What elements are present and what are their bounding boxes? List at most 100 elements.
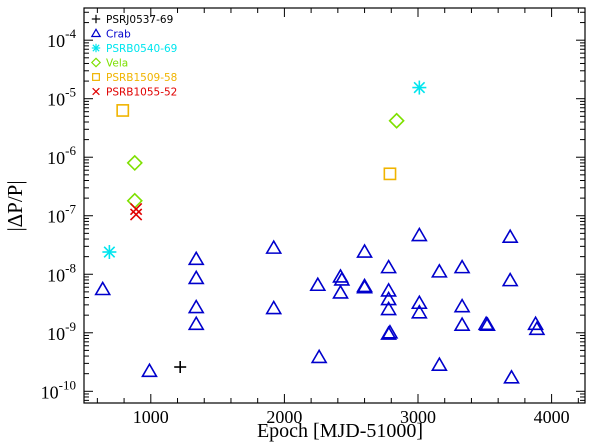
triangle-shape <box>380 300 397 316</box>
triangle-shape <box>410 304 428 319</box>
triangle-shape <box>309 276 327 292</box>
x-tick-label: 4000 <box>534 407 570 427</box>
data-point-triangle <box>410 294 428 310</box>
data-point-triangle <box>380 300 397 316</box>
data-point-triangle <box>501 271 519 287</box>
diamond-shape <box>126 154 143 172</box>
data-point-cross <box>129 208 143 221</box>
asterisk-stroke <box>413 81 426 94</box>
legend-label: PSRB0540-69 <box>106 43 177 55</box>
cross-stroke <box>129 202 143 216</box>
cross-stroke <box>129 208 143 221</box>
triangle-shape <box>90 28 102 38</box>
data-point-triangle <box>380 325 397 340</box>
triangle-shape <box>356 279 373 294</box>
asterisk-stroke <box>92 44 100 52</box>
y-tick-label-base: 10 <box>47 148 65 168</box>
data-point-triangle <box>528 320 546 336</box>
data-point-plus <box>174 361 187 374</box>
square-shape <box>92 73 100 81</box>
legend-marker-asterisk <box>91 43 101 53</box>
plot-frame <box>83 7 586 404</box>
legend-label: PSRJ0537-69 <box>106 14 173 26</box>
y-tick-label: 10-8 <box>47 260 76 285</box>
triangle-shape <box>380 258 397 274</box>
triangle-shape <box>94 280 112 296</box>
data-point-triangle <box>501 228 519 244</box>
triangle-shape <box>430 356 448 371</box>
data-point-triangle <box>265 299 283 315</box>
y-tick-label-exponent: -8 <box>65 260 76 275</box>
asterisk-stroke <box>103 246 116 258</box>
y-tick-label: 10-4 <box>47 26 76 51</box>
y-tick-label-exponent: -5 <box>65 85 76 100</box>
triangle-shape <box>380 290 397 306</box>
y-tick-label-base: 10 <box>41 382 59 402</box>
data-point-triangle <box>356 279 373 294</box>
legend-label: Vela <box>106 58 128 70</box>
y-tick-label-base: 10 <box>47 90 65 110</box>
triangle-shape <box>141 362 158 378</box>
x-axis-label: Epoch [MJD-51000] <box>257 420 423 442</box>
triangle-shape <box>380 325 397 340</box>
y-tick-label: 10-9 <box>47 319 76 344</box>
triangle-shape <box>187 269 205 285</box>
y-tick-label-base: 10 <box>47 31 65 51</box>
legend-marker-plus <box>91 14 101 24</box>
y-tick-label: 10-7 <box>47 202 76 227</box>
triangle-shape <box>356 243 373 258</box>
y-tick-label-exponent: -10 <box>59 377 76 392</box>
triangle-shape <box>333 271 351 286</box>
data-point-triangle <box>333 271 351 286</box>
data-point-triangle <box>453 298 471 313</box>
triangle-shape <box>527 315 544 331</box>
legend-label: PSRB1509-58 <box>106 72 177 84</box>
data-point-triangle <box>527 315 544 331</box>
data-point-asterisk <box>102 245 117 260</box>
x-tick-label: 3000 <box>400 407 436 427</box>
data-point-triangle <box>310 348 328 364</box>
data-point-triangle <box>430 263 448 278</box>
legend-label: Crab <box>106 29 131 41</box>
y-axis-label: |ΔP/P| <box>3 180 27 231</box>
data-point-triangle <box>410 304 428 319</box>
y-tick-label-base: 10 <box>47 265 65 285</box>
y-tick-label-exponent: -4 <box>65 26 76 41</box>
data-point-square <box>116 104 130 117</box>
legend-marker-triangle <box>90 28 102 38</box>
data-point-triangle <box>309 276 327 292</box>
data-point-triangle <box>187 250 205 266</box>
triangle-shape <box>265 299 283 315</box>
square-shape <box>383 167 397 181</box>
data-point-triangle <box>332 284 349 299</box>
y-tick-label: 10-5 <box>47 85 76 110</box>
data-point-triangle <box>187 298 205 314</box>
y-tick-label-exponent: -7 <box>65 202 76 217</box>
y-tick-label: 10-10 <box>41 377 76 402</box>
legend-marker-diamond <box>90 57 102 68</box>
cross-stroke <box>92 87 100 96</box>
triangle-shape <box>187 315 205 331</box>
legend-label: PSRB1055-52 <box>106 87 177 99</box>
data-point-triangle <box>479 316 496 331</box>
triangle-shape <box>453 316 471 331</box>
data-point-triangle <box>94 280 112 296</box>
legend-marker-square <box>92 73 100 81</box>
data-point-triangle <box>141 362 158 378</box>
x-tick-label: 2000 <box>266 407 302 427</box>
triangle-shape <box>453 258 471 274</box>
triangle-shape <box>453 298 471 313</box>
data-point-diamond <box>126 154 143 172</box>
triangle-shape <box>410 294 428 310</box>
data-point-cross <box>129 202 143 216</box>
triangle-shape <box>380 282 397 297</box>
data-point-triangle <box>410 226 428 242</box>
triangle-shape <box>430 263 448 278</box>
y-tick-label-exponent: -9 <box>65 319 76 334</box>
y-tick-label-base: 10 <box>47 207 65 227</box>
triangle-shape <box>501 228 519 244</box>
square-shape <box>116 104 130 117</box>
triangle-shape <box>479 316 496 331</box>
